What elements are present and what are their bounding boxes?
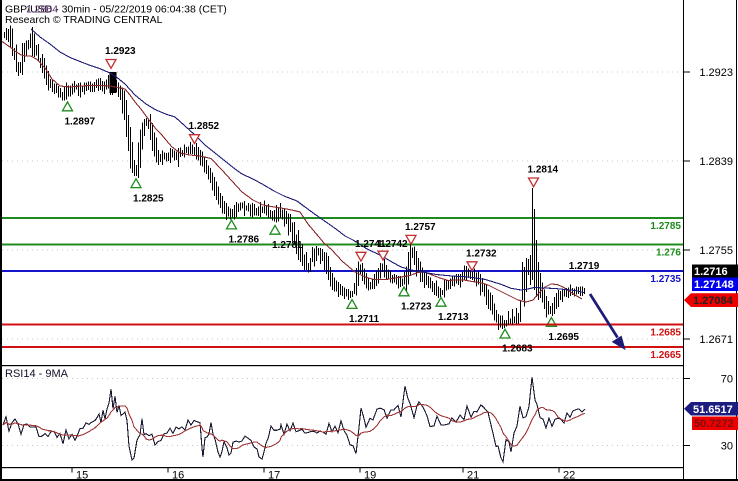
svg-text:51.6517: 51.6517 xyxy=(693,404,733,416)
svg-text:1.2755: 1.2755 xyxy=(699,245,733,257)
svg-text:1.2735: 1.2735 xyxy=(650,274,681,285)
svg-text:1.2825: 1.2825 xyxy=(133,193,164,204)
svg-text:19: 19 xyxy=(364,470,376,481)
svg-text:1.2897: 1.2897 xyxy=(65,117,96,128)
svg-text:1.2719: 1.2719 xyxy=(569,261,600,272)
svg-text:21: 21 xyxy=(467,470,479,481)
svg-text:1.2923: 1.2923 xyxy=(699,67,733,79)
svg-text:1.2923: 1.2923 xyxy=(105,46,136,57)
svg-text:1.2781: 1.2781 xyxy=(272,240,303,251)
svg-text:30: 30 xyxy=(721,441,733,453)
svg-text:1.2716: 1.2716 xyxy=(694,266,728,278)
svg-text:15: 15 xyxy=(76,470,88,481)
svg-text:1.27084: 1.27084 xyxy=(693,295,734,307)
svg-text:16: 16 xyxy=(172,470,184,481)
svg-text:GBP/USD - 30min - 05/22/2019 0: GBP/USD - 30min - 05/22/2019 06:04:38 (C… xyxy=(5,4,227,16)
svg-text:50.7272: 50.7272 xyxy=(694,418,734,430)
svg-text:1.2839: 1.2839 xyxy=(699,156,733,168)
svg-text:1.2864: 1.2864 xyxy=(26,4,58,16)
svg-text:1.2852: 1.2852 xyxy=(189,121,220,132)
svg-text:1.2695: 1.2695 xyxy=(548,332,579,343)
svg-text:22: 22 xyxy=(563,470,575,481)
svg-text:70: 70 xyxy=(721,374,733,386)
svg-text:1.27148: 1.27148 xyxy=(694,279,734,291)
svg-text:1.2741: 1.2741 xyxy=(355,239,386,250)
svg-text:1.2685: 1.2685 xyxy=(650,328,681,339)
svg-text:1.2785: 1.2785 xyxy=(650,221,681,232)
svg-text:1.2665: 1.2665 xyxy=(650,350,681,361)
svg-text:1.276: 1.276 xyxy=(656,248,681,259)
svg-text:RSI14 - 9MA: RSI14 - 9MA xyxy=(5,368,69,380)
svg-text:1.2757: 1.2757 xyxy=(405,222,436,233)
svg-text:1.2723: 1.2723 xyxy=(401,302,432,313)
svg-text:1.2742: 1.2742 xyxy=(377,239,408,250)
svg-text:1.2713: 1.2713 xyxy=(438,312,469,323)
svg-text:Research © TRADING CENTRAL: Research © TRADING CENTRAL xyxy=(5,14,163,26)
svg-text:1.2671: 1.2671 xyxy=(699,334,733,346)
svg-text:1.2732: 1.2732 xyxy=(466,248,497,259)
svg-text:1.2786: 1.2786 xyxy=(229,235,260,246)
svg-text:1.2814: 1.2814 xyxy=(528,165,559,176)
svg-text:17: 17 xyxy=(268,470,280,481)
svg-text:1.2683: 1.2683 xyxy=(502,344,533,355)
svg-text:1.2711: 1.2711 xyxy=(349,314,379,325)
